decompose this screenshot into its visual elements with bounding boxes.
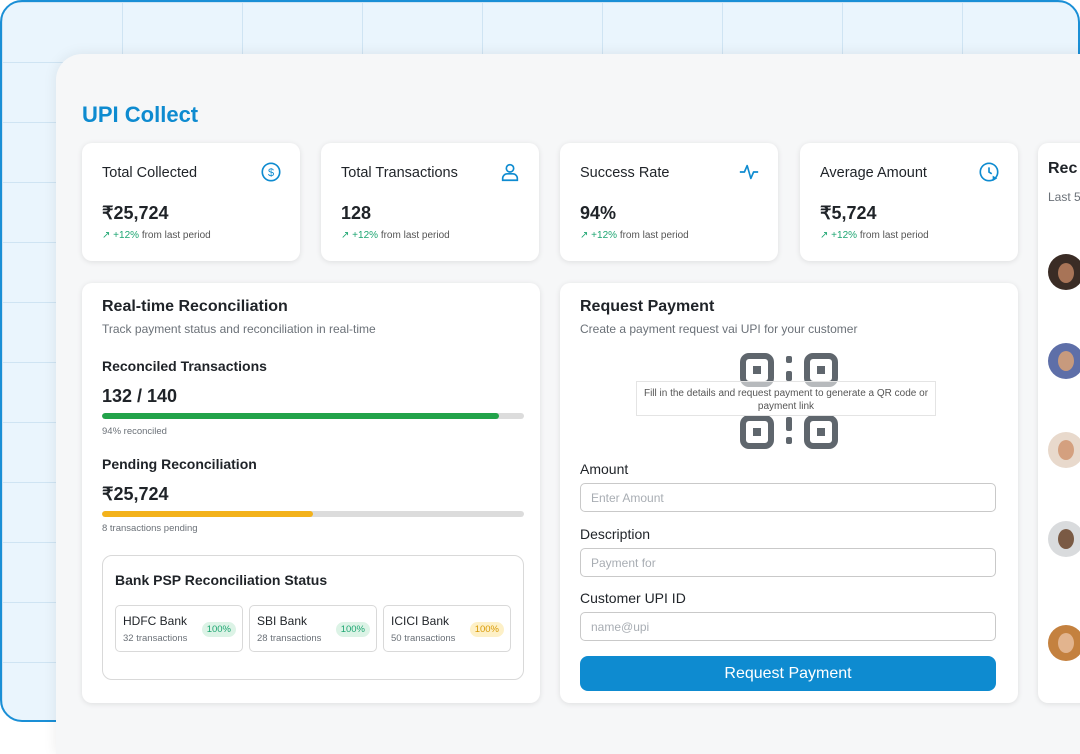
avatar[interactable] <box>1048 254 1080 290</box>
psp-title: Bank PSP Reconciliation Status <box>115 572 328 588</box>
activity-icon <box>739 164 759 180</box>
avatar[interactable] <box>1048 432 1080 468</box>
trend-up-icon: ↗ <box>820 230 829 241</box>
trend-suffix: from last period <box>380 230 450 241</box>
dollar-circle-icon: $ <box>261 162 281 182</box>
reconciliation-title: Real-time Reconciliation <box>102 298 288 315</box>
stat-value: 128 <box>341 203 372 223</box>
stat-value: ₹5,724 <box>820 203 877 223</box>
trend-suffix: from last period <box>619 230 689 241</box>
request-subtitle: Create a payment request vai UPI for you… <box>580 322 858 336</box>
pending-note: 8 transactions pending <box>102 523 198 534</box>
stat-label: Success Rate <box>580 165 670 181</box>
trend-percent: +12% <box>113 230 140 241</box>
trend-percent: +12% <box>352 230 379 241</box>
request-payment-button[interactable]: Request Payment <box>580 656 996 691</box>
status-badge: 100% <box>335 622 370 637</box>
reconciliation-subtitle: Track payment status and reconciliation … <box>102 322 376 336</box>
description-input[interactable] <box>580 548 996 577</box>
amount-input[interactable] <box>580 483 996 512</box>
stat-label: Average Amount <box>820 165 927 181</box>
pending-progress-fill <box>102 511 313 517</box>
avatar[interactable] <box>1048 521 1080 557</box>
stat-card-total-transactions: Total Transactions 128 ↗ +12% from last … <box>321 143 539 261</box>
stat-label: Total Transactions <box>341 165 458 181</box>
upi-id-label: Customer UPI ID <box>580 590 686 606</box>
stat-label: Total Collected <box>102 165 198 181</box>
trend-percent: +12% <box>591 230 618 241</box>
bank-transactions: 50 transactions <box>391 633 456 644</box>
recent-subtitle: Last 5 <box>1048 190 1080 204</box>
user-icon <box>501 163 519 182</box>
clock-icon <box>979 162 999 182</box>
pending-label: Pending Reconciliation <box>102 456 257 472</box>
bank-name: SBI Bank <box>257 614 308 628</box>
bank-card-hdfc[interactable]: HDFC Bank 32 transactions 100% <box>115 605 243 652</box>
recent-activity-card <box>1038 143 1080 703</box>
stat-trend: ↗ +12% from last period <box>341 230 450 241</box>
reconciled-progress-bar <box>102 413 524 419</box>
reconciled-progress-fill <box>102 413 499 419</box>
status-badge: 100% <box>201 622 236 637</box>
stat-trend: ↗ +12% from last period <box>102 230 211 241</box>
bank-transactions: 32 transactions <box>123 633 188 644</box>
bank-name: HDFC Bank <box>123 614 188 628</box>
bank-card-icici[interactable]: ICICI Bank 50 transactions 100% <box>383 605 511 652</box>
qr-placeholder-note: Fill in the details and request payment … <box>636 381 936 416</box>
trend-suffix: from last period <box>141 230 211 241</box>
avatar[interactable] <box>1048 625 1080 661</box>
trend-up-icon: ↗ <box>580 230 589 241</box>
trend-suffix: from last period <box>859 230 929 241</box>
upi-id-input[interactable] <box>580 612 996 641</box>
page-title: UPI Collect <box>82 102 199 127</box>
stat-value: 94% <box>580 203 617 223</box>
status-badge: 100% <box>469 622 504 637</box>
trend-up-icon: ↗ <box>341 230 350 241</box>
stat-card-total-collected: Total Collected $ ₹25,724 ↗ +12% from la… <box>82 143 300 261</box>
recent-title: Rec <box>1048 160 1078 177</box>
trend-percent: +12% <box>831 230 858 241</box>
trend-up-icon: ↗ <box>102 230 111 241</box>
pending-progress-bar <box>102 511 524 517</box>
stat-card-success-rate: Success Rate 94% ↗ +12% from last period <box>560 143 778 261</box>
bank-name: ICICI Bank <box>391 614 450 628</box>
amount-label: Amount <box>580 461 629 477</box>
svg-text:$: $ <box>268 167 274 179</box>
stat-value: ₹25,724 <box>102 203 169 223</box>
bank-card-sbi[interactable]: SBI Bank 28 transactions 100% <box>249 605 377 652</box>
stat-card-average-amount: Average Amount ₹5,724 ↗ +12% from last p… <box>800 143 1018 261</box>
avatar[interactable] <box>1048 343 1080 379</box>
reconciled-note: 94% reconciled <box>102 426 167 437</box>
pending-value: ₹25,724 <box>102 484 169 504</box>
psp-status-panel: Bank PSP Reconciliation Status HDFC Bank… <box>102 555 524 680</box>
stat-trend: ↗ +12% from last period <box>820 230 929 241</box>
stat-trend: ↗ +12% from last period <box>580 230 689 241</box>
description-label: Description <box>580 526 651 542</box>
reconciled-label: Reconciled Transactions <box>102 358 267 374</box>
reconciled-value: 132 / 140 <box>102 386 178 406</box>
bank-transactions: 28 transactions <box>257 633 322 644</box>
request-title: Request Payment <box>580 298 715 315</box>
